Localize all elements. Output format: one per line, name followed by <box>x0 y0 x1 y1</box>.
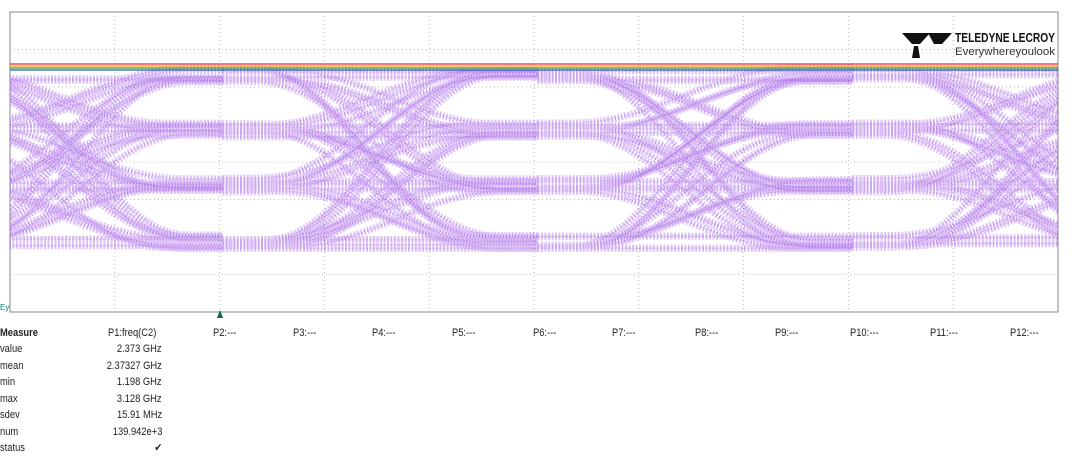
row-label: num <box>0 425 19 438</box>
eye-traces <box>10 67 1058 250</box>
column-header: P5:--- <box>452 327 476 339</box>
column-header: Measure <box>0 327 38 339</box>
graticule <box>10 12 1058 312</box>
column-header: P2:--- <box>213 327 237 339</box>
row-value: 1.198 GHz <box>117 376 162 388</box>
logo-mark <box>912 46 920 58</box>
logo: TELEDYNE LECROY Everywhereyoulook <box>902 30 1056 58</box>
column-header: P11:--- <box>930 327 958 339</box>
row-label: status <box>0 442 25 454</box>
row-value: 3.128 GHz <box>117 392 162 405</box>
column-header: P12:--- <box>1010 327 1039 339</box>
eye-diagram <box>10 63 1058 253</box>
column-header: P4:--- <box>372 327 396 339</box>
column-header: P3:--- <box>293 327 317 339</box>
column-header: P1:freq(C2) <box>108 327 157 339</box>
logo-mark <box>902 33 930 44</box>
logo-tagline: Everywhereyoulook <box>955 46 1056 58</box>
row-value: 139.942e+3 <box>112 425 162 438</box>
row-label: mean <box>0 359 24 372</box>
column-header: P8:--- <box>695 327 719 339</box>
logo-brand: TELEDYNE LECROY <box>955 30 1055 45</box>
row-value: 2.373 GHz <box>117 343 162 355</box>
row-value: 15.91 MHz <box>116 409 162 421</box>
column-header: P9:--- <box>775 327 799 339</box>
waveform-display: TELEDYNE LECROY Everywhereyoulook Ey <box>0 11 1059 318</box>
row-label: max <box>0 392 18 405</box>
row-value: ✔ <box>154 442 162 454</box>
eye-traces <box>10 64 1058 253</box>
row-value: 2.37327 GHz <box>106 359 162 372</box>
row-label: value <box>0 343 23 355</box>
logo-mark <box>928 33 952 44</box>
column-header: P6:--- <box>533 327 557 339</box>
row-label: sdev <box>0 409 20 421</box>
column-header: P10:--- <box>850 327 879 339</box>
column-header: P7:--- <box>612 327 636 339</box>
channel-marker: Ey <box>0 303 9 312</box>
trigger-marker <box>217 310 223 318</box>
row-label: min <box>0 376 16 388</box>
